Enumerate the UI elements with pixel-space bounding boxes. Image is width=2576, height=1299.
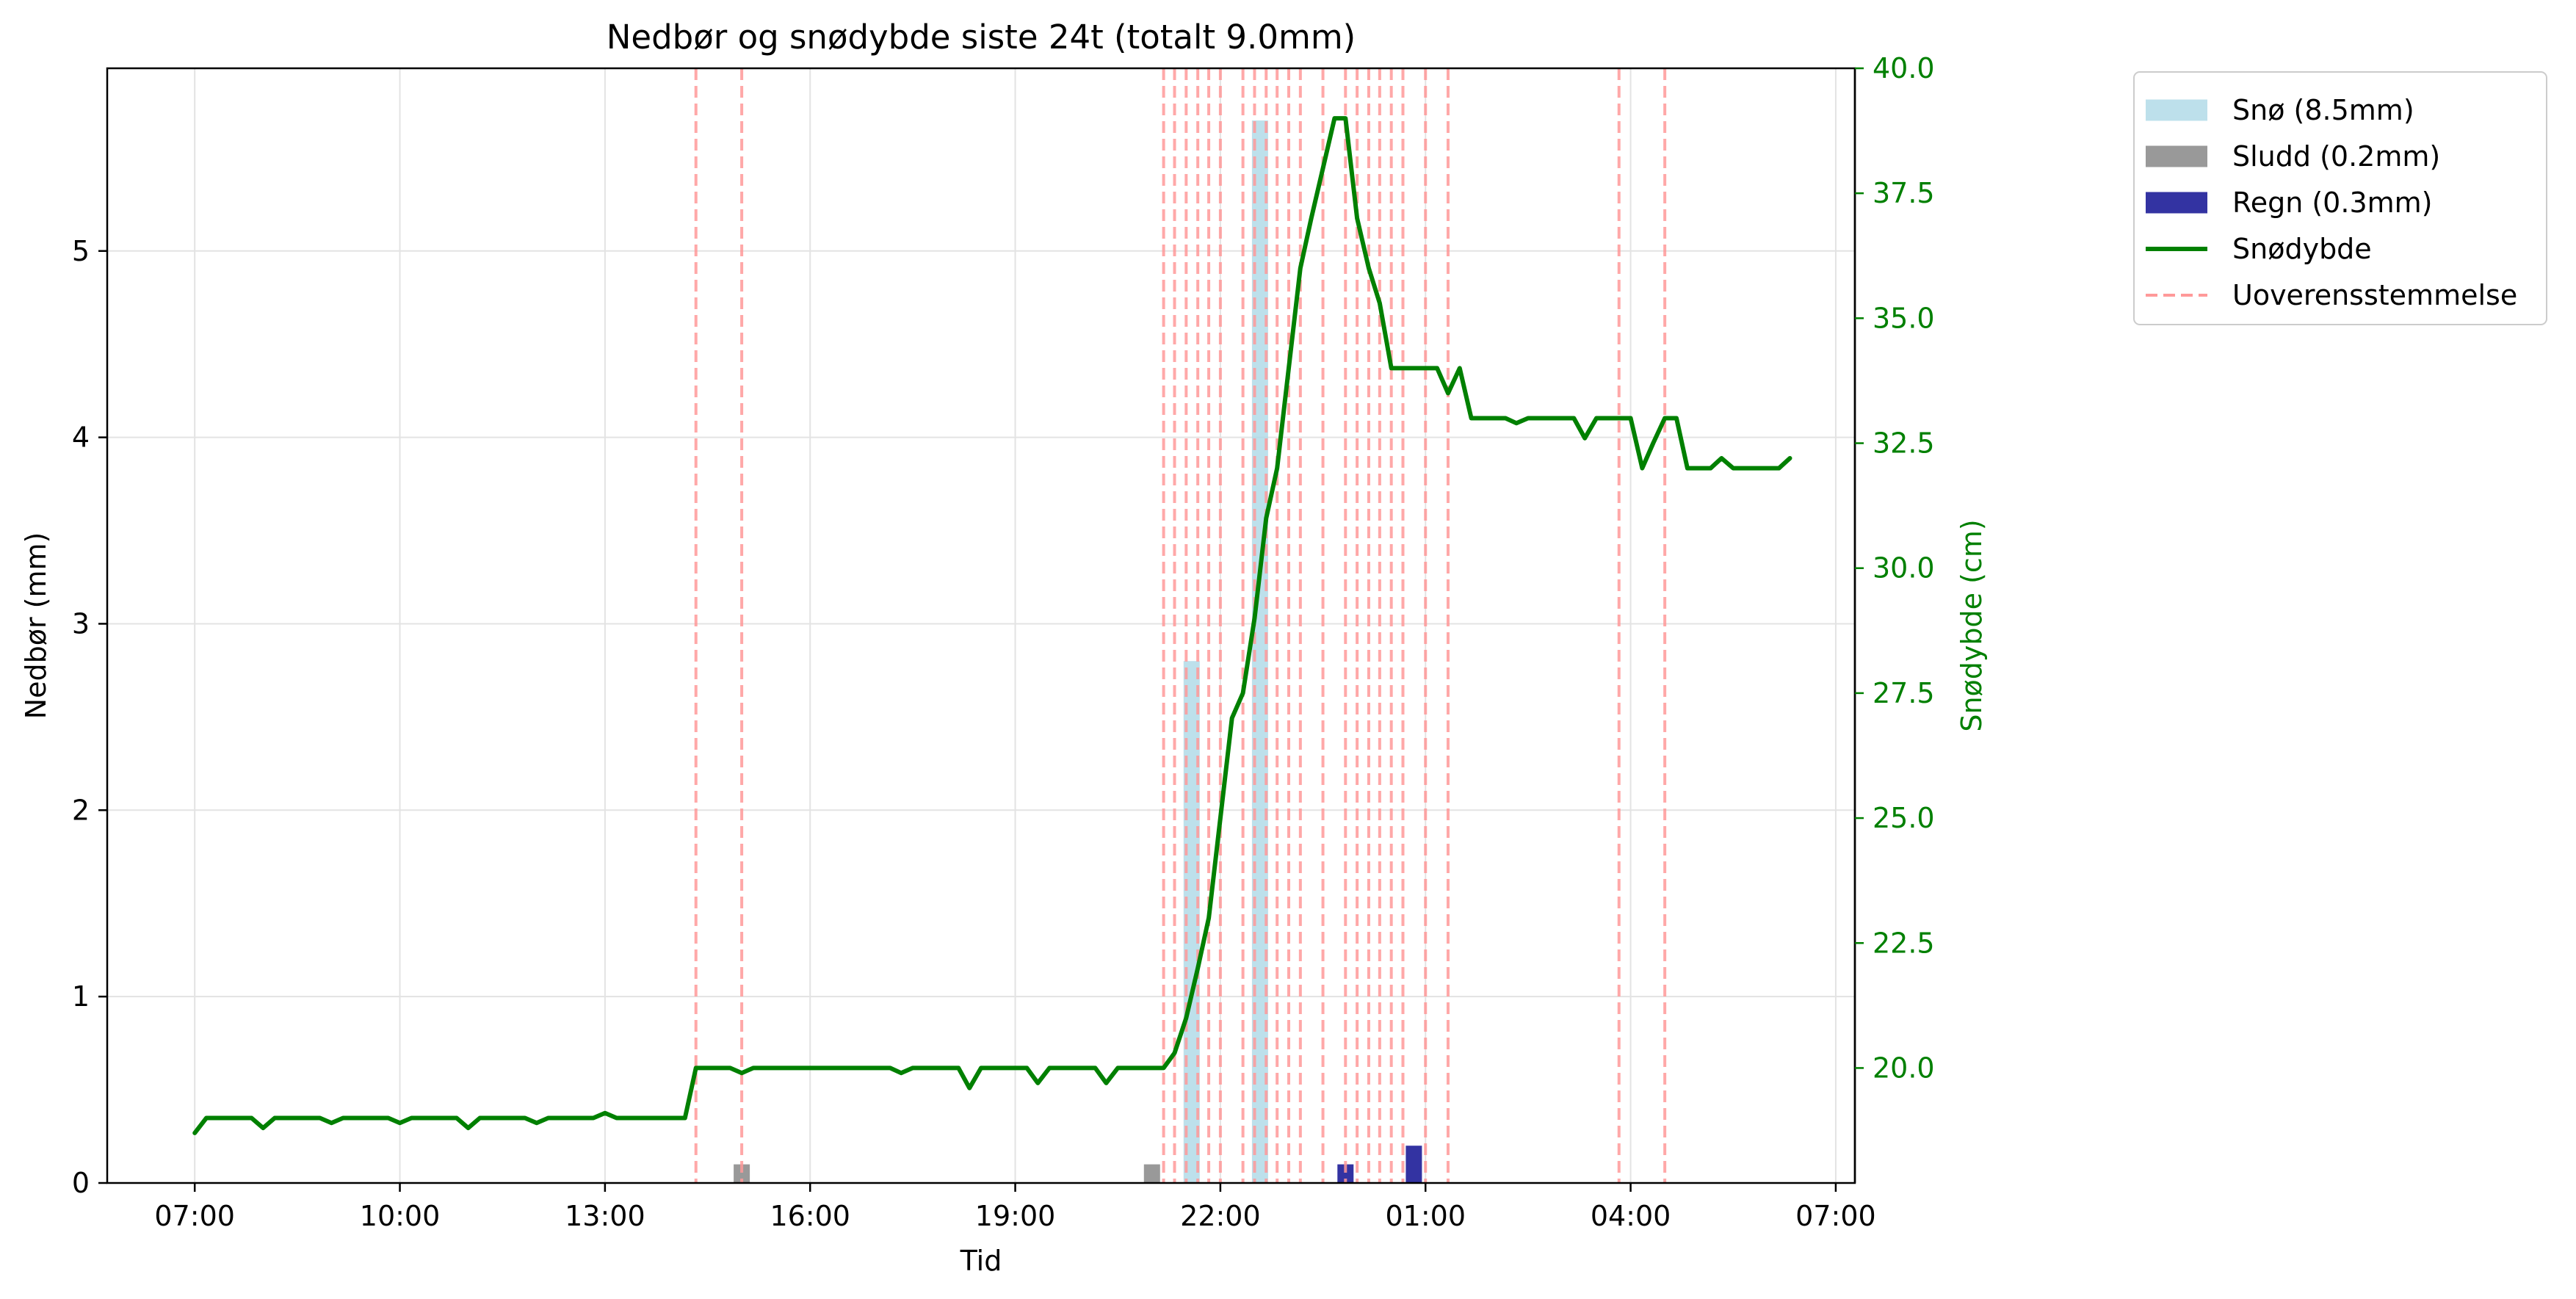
x-tick-label: 07:00: [1795, 1200, 1876, 1232]
legend-swatch-sleet: [2146, 145, 2207, 167]
left-y-axis-ticks: 0 1 2 3 4 5: [72, 235, 107, 1199]
right-y-tick-label: 40.0: [1873, 52, 1935, 84]
left-y-tick-label: 3: [72, 607, 90, 640]
bar-sleet: [1143, 1164, 1160, 1183]
left-y-tick-label: 4: [72, 421, 90, 454]
right-y-tick-label: 27.5: [1873, 677, 1935, 709]
right-y-tick-label: 25.0: [1873, 802, 1935, 834]
left-y-axis-title: Nedbør (mm): [20, 532, 52, 720]
x-tick-label: 16:00: [770, 1200, 850, 1232]
x-tick-label: 13:00: [565, 1200, 645, 1232]
bar-sleet: [734, 1164, 750, 1183]
legend-label-snow-depth: Snødybde: [2232, 233, 2372, 265]
legend-label-rain: Regn (0.3mm): [2232, 187, 2432, 219]
x-tick-label: 04:00: [1591, 1200, 1671, 1232]
legend-label-sleet: Sludd (0.2mm): [2232, 140, 2440, 173]
right-y-tick-label: 35.0: [1873, 302, 1935, 334]
left-y-tick-label: 1: [72, 980, 90, 1013]
legend-box: [2133, 71, 2547, 325]
left-y-tick-label: 2: [72, 794, 90, 826]
legend: Snø (8.5mm) Sludd (0.2mm) Regn (0.3mm) S…: [2133, 71, 2547, 325]
right-y-tick-label: 22.5: [1873, 927, 1935, 959]
right-y-axis-title: Snødybde (cm): [1955, 519, 1988, 731]
x-axis-title: Tid: [960, 1245, 1002, 1277]
snow-depth-series-line: [192, 116, 1792, 1135]
x-tick-label: 10:00: [360, 1200, 441, 1232]
legend-label-snow: Snø (8.5mm): [2232, 94, 2414, 126]
chart-title: Nedbør og snødybde siste 24t (totalt 9.0…: [607, 18, 1356, 57]
discrepancy-lines: [694, 68, 1667, 1183]
x-tick-label: 22:00: [1180, 1200, 1261, 1232]
x-tick-label: 01:00: [1385, 1200, 1466, 1232]
legend-swatch-snow: [2146, 99, 2207, 121]
right-y-tick-label: 20.0: [1873, 1052, 1935, 1084]
legend-label-discrepancy: Uoverensstemmelse: [2232, 279, 2517, 311]
left-y-tick-label: 0: [72, 1167, 90, 1199]
x-tick-label: 07:00: [154, 1200, 235, 1232]
x-axis-ticks: 07:00 10:00 13:00 16:00 19:00 22:00 01:00 04:00…: [154, 1183, 1876, 1232]
bar-rain: [1337, 1164, 1354, 1183]
right-y-axis-ticks: 20.0 22.5 25.0 27.5 30.0 32.5 35.0 37.5 40.0: [1853, 52, 1935, 1183]
right-y-tick-label: 30.0: [1873, 552, 1935, 585]
legend-swatch-rain: [2146, 192, 2207, 214]
right-y-tick-label: 32.5: [1873, 427, 1935, 460]
x-tick-label: 19:00: [975, 1200, 1056, 1232]
snow-depth-line: [192, 116, 1792, 1135]
right-y-tick-label: 37.5: [1873, 177, 1935, 209]
left-y-tick-label: 5: [72, 235, 90, 267]
bar-rain: [1405, 1146, 1422, 1183]
